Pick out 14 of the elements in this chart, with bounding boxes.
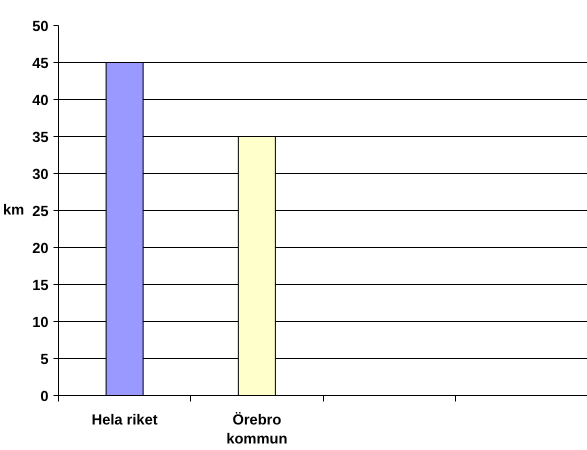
y-axis-title: km: [3, 202, 24, 218]
x-tick-label: Hela riket: [92, 412, 158, 428]
y-tick-label: 35: [32, 130, 49, 146]
y-tick-label: 5: [40, 352, 49, 368]
y-tick-label: 20: [32, 241, 49, 257]
y-tick-label: 15: [32, 278, 49, 294]
x-tick-label: Örebro kommun: [226, 412, 288, 448]
y-tick-label: 25: [32, 204, 49, 220]
y-tick-label: 0: [40, 389, 49, 405]
y-tick-label: 10: [32, 315, 49, 331]
y-tick-label: 40: [32, 93, 49, 109]
y-tick-label: 30: [32, 167, 49, 183]
y-tick-label: 50: [32, 19, 49, 35]
y-tick-label: 45: [32, 56, 49, 72]
